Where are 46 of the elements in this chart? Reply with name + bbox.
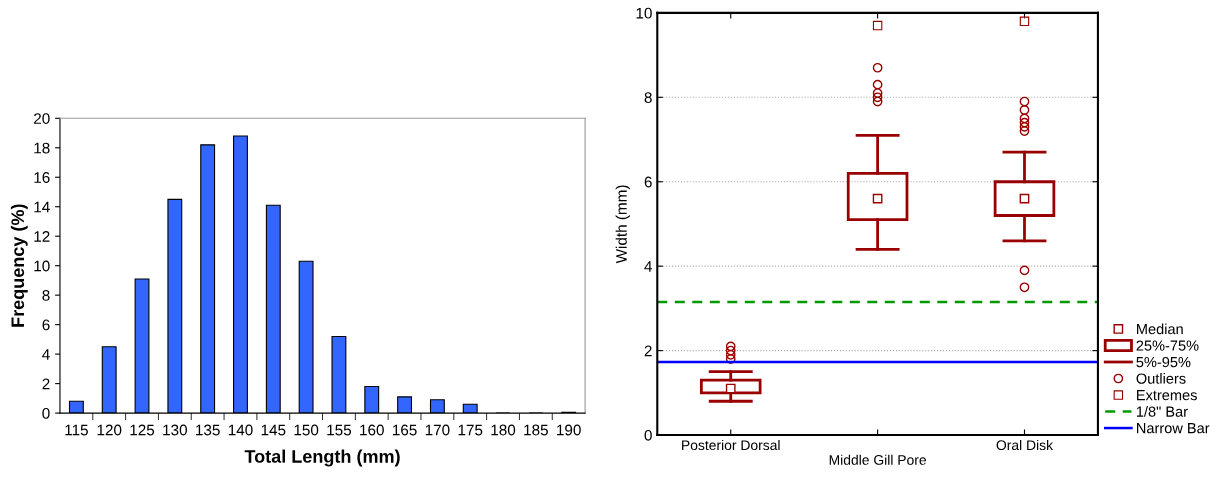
y-tick-label: 8 [42,290,50,301]
x-tick-label: 175 [458,424,483,436]
legend-label: 25%-75% [1136,340,1199,351]
x-tick-label: Middle Gill Pore [829,454,927,465]
y-tick-label: 14 [34,201,50,213]
y-tick-label: 0 [42,407,50,419]
y-tick-label: 2 [42,378,50,390]
x-tick-label: 190 [557,424,581,436]
legend-label: Narrow Bar [1137,423,1210,434]
x-tick-label: Posterior Dorsal [682,439,780,451]
x-tick-label: 170 [425,424,450,436]
y-tick-label: 4 [644,261,652,272]
text: Outliers [1136,373,1186,384]
x-tick-label: 165 [392,424,417,436]
x-tick-label: 140 [228,424,253,436]
y-tick-label: 20 [34,113,50,124]
y-axis-title: Frequency (%) [10,204,28,327]
x-tick-label: 135 [196,424,220,436]
x-axis-title: Total Length (mm) [244,449,400,467]
y-tick-label: 12 [34,231,50,242]
x-tick-label: 130 [163,424,187,436]
text: 5%-95% [1136,356,1191,368]
y-tick-label: 2 [644,345,652,357]
x-tick-label: 150 [294,424,319,436]
y-axis-title: Width (mm) [615,185,630,264]
y-tick-label: 10 [636,7,652,19]
legend-label: Extremes [1137,390,1197,401]
x-tick-label: 180 [491,424,516,436]
y-tick-label: 8 [644,92,652,103]
y-tick-label: 6 [644,176,652,188]
x-tick-label: 120 [97,424,122,436]
y-tick-label: 4 [42,349,50,360]
x-tick-label: Oral Disk [996,439,1054,451]
x-tick-label: 155 [327,424,352,436]
y-tick-label: 16 [34,172,50,183]
x-tick-label: 115 [65,424,88,436]
y-tick-label: 10 [34,260,50,272]
y-tick-label: 0 [644,429,652,441]
x-tick-label: 145 [261,424,286,436]
x-tick-label: 185 [524,424,548,436]
text: Median [1137,323,1183,335]
x-tick-label: 125 [130,424,155,436]
x-tick-label: 160 [360,424,384,436]
y-tick-label: 6 [42,319,50,331]
legend-label: 1/8" Bar [1136,406,1188,417]
y-tick-label: 18 [34,142,50,154]
